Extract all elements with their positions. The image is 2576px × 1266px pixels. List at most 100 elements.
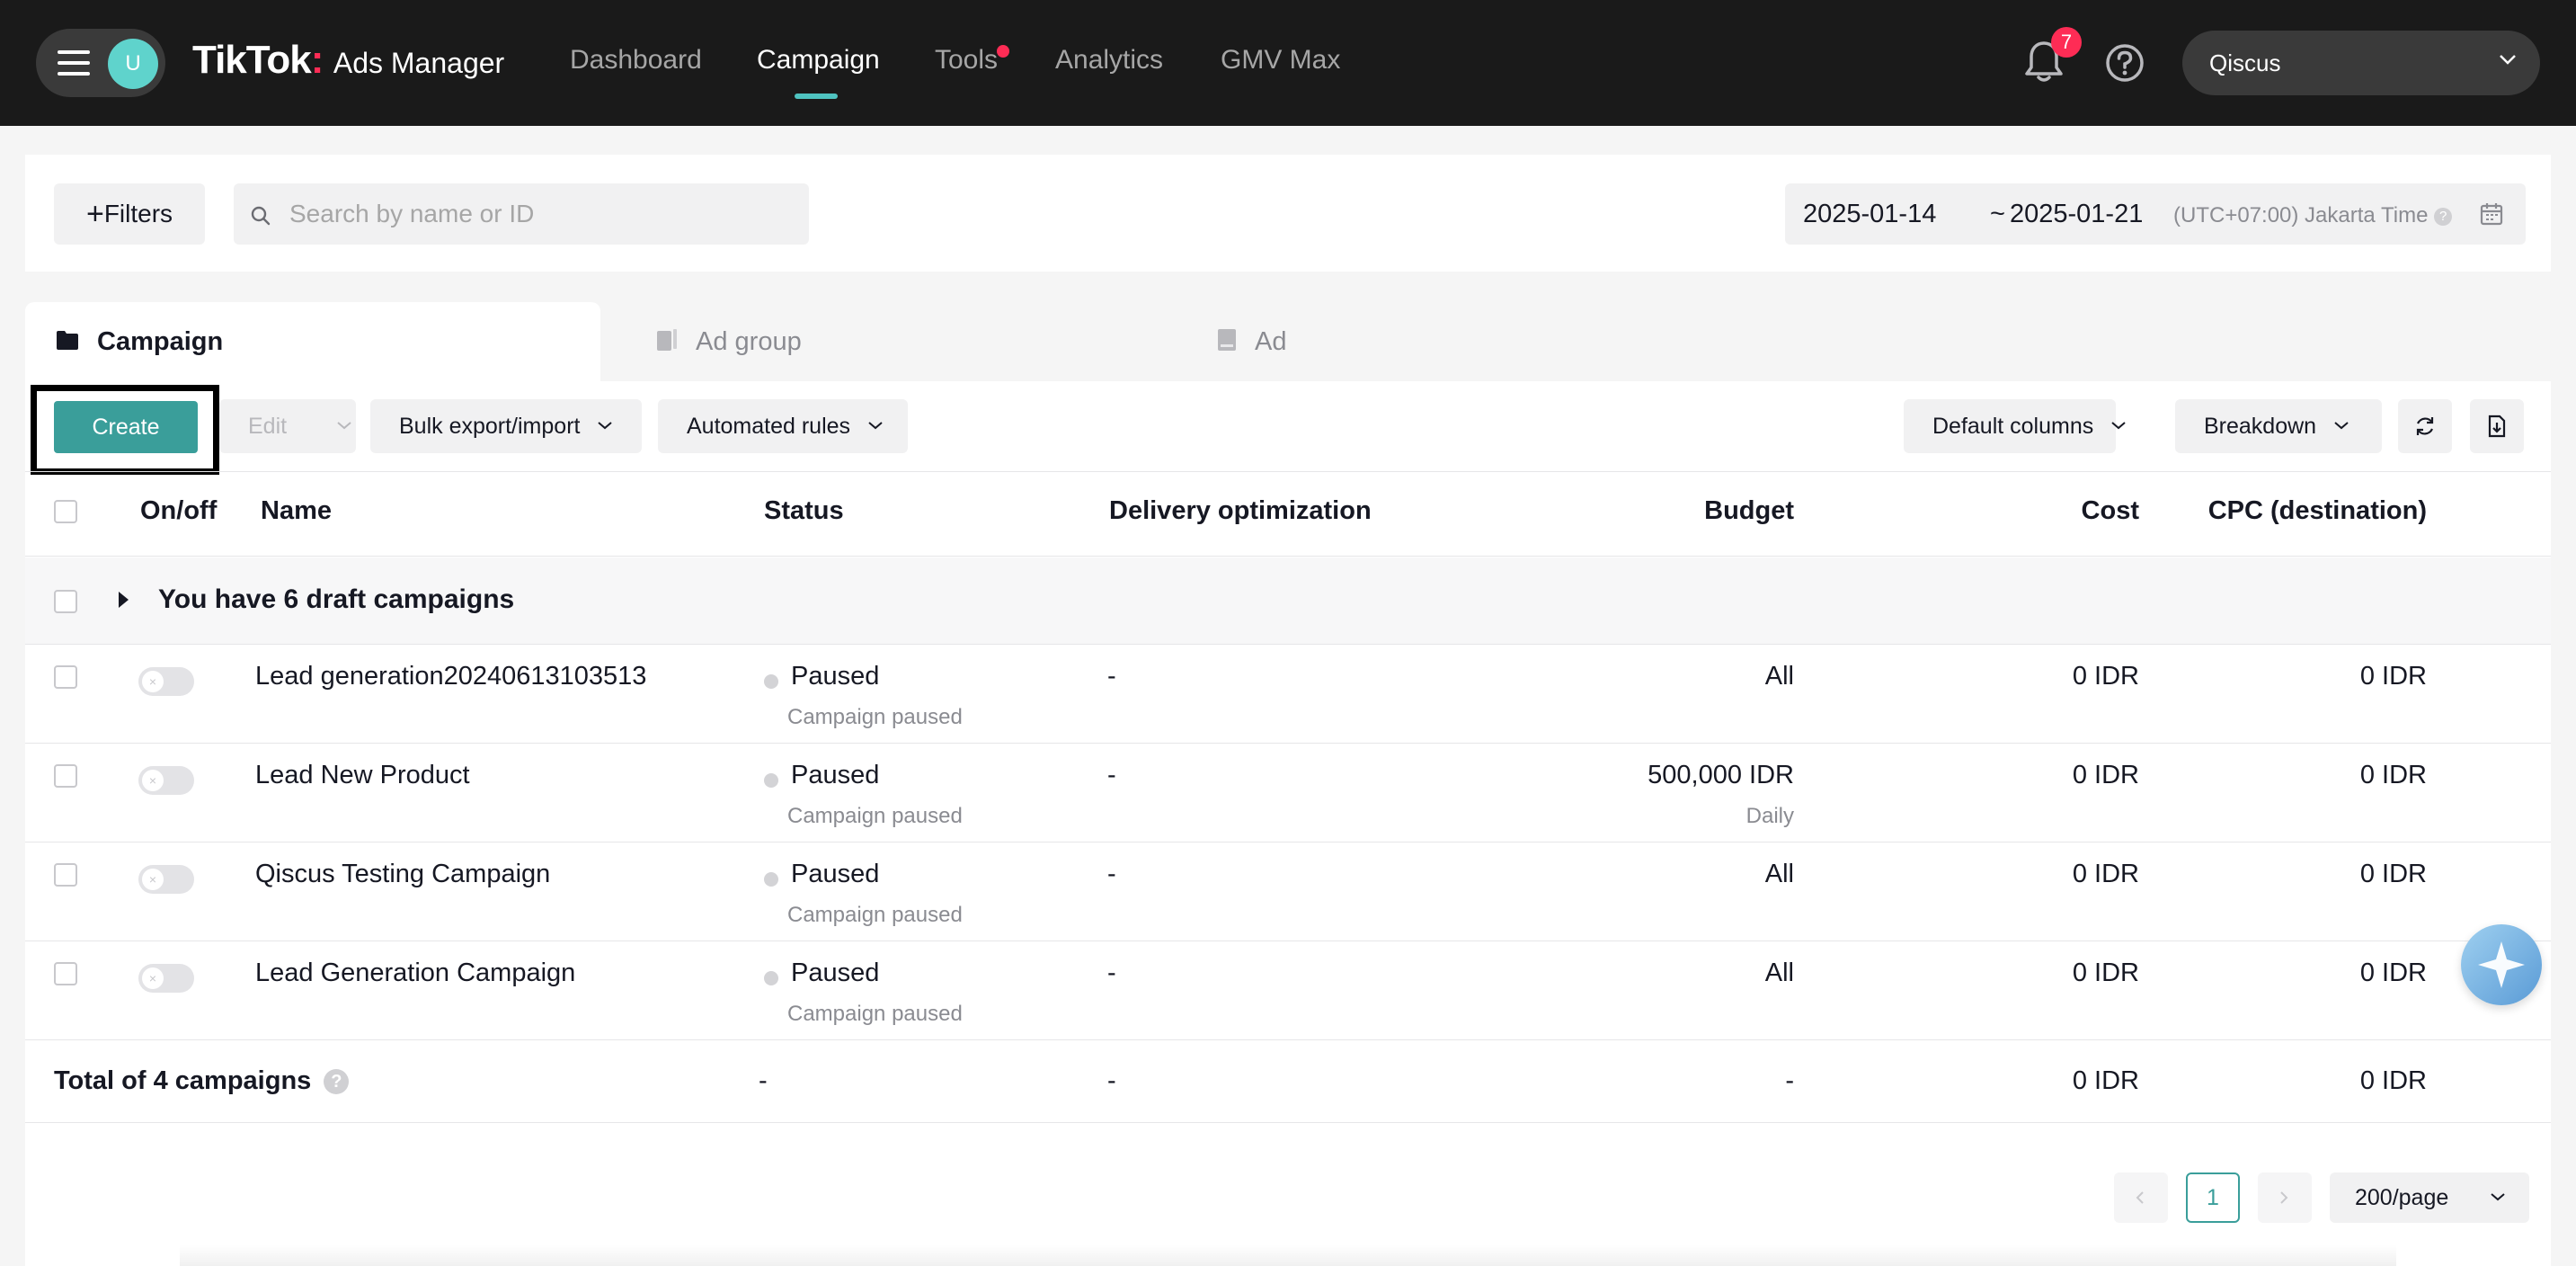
- status-dot-icon: [764, 674, 778, 689]
- edit-dropdown[interactable]: Edit: [219, 399, 356, 453]
- chevron-down-icon: [2500, 55, 2516, 65]
- cost-value: 0 IDR: [2072, 958, 2139, 987]
- menu-account-pill[interactable]: U: [36, 29, 165, 97]
- date-end[interactable]: 2025-01-21: [2010, 200, 2144, 228]
- nav-dashboard[interactable]: Dashboard: [570, 45, 702, 75]
- account-switcher[interactable]: Qiscus: [2182, 31, 2540, 95]
- row-checkbox[interactable]: [54, 665, 77, 689]
- campaign-name[interactable]: Lead Generation Campaign: [255, 958, 576, 987]
- toggle-off-icon: ×: [142, 671, 164, 692]
- cost-value: 0 IDR: [2072, 860, 2139, 888]
- search-box[interactable]: [234, 183, 809, 245]
- status-dot-icon: [764, 773, 778, 788]
- logo-product: Ads Manager: [333, 47, 505, 79]
- status-detail: Campaign paused: [787, 705, 963, 729]
- delivery-value: -: [1107, 662, 1116, 691]
- refresh-icon: [2416, 417, 2434, 435]
- toggle-off-icon: ×: [142, 770, 164, 791]
- total-cpc: 0 IDR: [2359, 1066, 2427, 1095]
- cpc-value: 0 IDR: [2359, 860, 2427, 888]
- status-dot-icon: [764, 872, 778, 887]
- divider: [25, 556, 2551, 557]
- draft-row-checkbox[interactable]: [54, 590, 77, 613]
- campaign-toggle[interactable]: ×: [138, 865, 194, 894]
- total-status: -: [759, 1066, 768, 1095]
- header-name[interactable]: Name: [261, 496, 332, 525]
- tab-ad-group[interactable]: Ad group: [627, 302, 1185, 381]
- search-input[interactable]: [289, 183, 793, 245]
- plus-icon: +: [85, 197, 104, 231]
- status-text: Paused: [791, 958, 880, 987]
- caret-right-icon[interactable]: [119, 592, 129, 608]
- header-on-off[interactable]: On/off: [140, 496, 218, 525]
- export-button[interactable]: [2470, 399, 2524, 453]
- draft-campaigns-text[interactable]: You have 6 draft campaigns: [158, 584, 515, 614]
- total-cost: 0 IDR: [2072, 1066, 2139, 1095]
- page-size-select[interactable]: 200/page: [2330, 1172, 2529, 1223]
- date-range-picker[interactable]: 2025-01-14 ~ 2025-01-21 (UTC+07:00) Jaka…: [1785, 183, 2526, 245]
- account-name: Qiscus: [2209, 49, 2281, 76]
- nav-gmv-max[interactable]: GMV Max: [1221, 45, 1341, 75]
- divider: [25, 471, 2551, 472]
- status-text: Paused: [791, 662, 880, 691]
- divider: [25, 842, 2551, 843]
- header-status[interactable]: Status: [764, 496, 844, 525]
- nav-analytics[interactable]: Analytics: [1055, 45, 1164, 75]
- default-columns-dropdown[interactable]: Default columns: [1904, 399, 2126, 453]
- bulk-export-import-dropdown[interactable]: Bulk export/import: [370, 399, 642, 453]
- row-checkbox[interactable]: [54, 764, 77, 788]
- status-detail: Campaign paused: [787, 903, 963, 927]
- filters-button[interactable]: +Filters: [54, 183, 205, 245]
- level-tabs: Campaign Ad group Ad: [25, 302, 2551, 381]
- chevron-down-icon: [2334, 422, 2349, 430]
- refresh-button[interactable]: [2398, 399, 2452, 453]
- campaign-toggle[interactable]: ×: [138, 667, 194, 696]
- nav-campaign[interactable]: Campaign: [757, 45, 880, 75]
- tab-campaign[interactable]: Campaign: [25, 302, 600, 381]
- cpc-value: 0 IDR: [2359, 761, 2427, 789]
- ai-assistant-button[interactable]: [2461, 924, 2542, 1005]
- campaign-name[interactable]: Lead New Product: [255, 761, 470, 789]
- date-start[interactable]: 2025-01-14: [1803, 200, 1937, 228]
- calendar-icon[interactable]: [2479, 201, 2504, 227]
- campaign-toggle[interactable]: ×: [138, 964, 194, 993]
- automated-rules-dropdown[interactable]: Automated rules: [658, 399, 908, 453]
- create-button[interactable]: Create: [54, 401, 198, 453]
- draft-campaigns-row[interactable]: You have 6 draft campaigns: [25, 557, 2551, 644]
- status-detail: Campaign paused: [787, 804, 963, 828]
- status-text: Paused: [791, 860, 880, 888]
- header-delivery-optimization[interactable]: Delivery optimization: [1109, 496, 1372, 525]
- top-nav: U TikTok: Ads Manager Dashboard Campaign…: [0, 0, 2576, 126]
- tab-campaign-label: Campaign: [97, 327, 224, 356]
- header-budget[interactable]: Budget: [1704, 496, 1794, 525]
- row-checkbox[interactable]: [54, 962, 77, 985]
- automated-rules-label: Automated rules: [687, 414, 851, 439]
- chevron-down-icon: [2491, 1193, 2505, 1201]
- budget-detail: Daily: [1745, 804, 1794, 828]
- delivery-value: -: [1107, 860, 1116, 888]
- avatar[interactable]: U: [108, 39, 158, 89]
- select-all-checkbox[interactable]: [54, 500, 77, 523]
- campaign-name[interactable]: Qiscus Testing Campaign: [255, 860, 551, 888]
- menu-icon[interactable]: [58, 50, 90, 76]
- total-help-icon[interactable]: ?: [324, 1069, 350, 1095]
- divider: [25, 1122, 2551, 1123]
- campaign-name[interactable]: Lead generation20240613103513: [255, 662, 647, 691]
- table-row: × Lead Generation Campaign Paused Campai…: [25, 942, 2551, 1041]
- tab-ad[interactable]: Ad: [1204, 302, 1744, 381]
- page-number-current[interactable]: 1: [2186, 1172, 2240, 1223]
- budget-value: All: [1764, 662, 1794, 691]
- timezone-help-icon[interactable]: ?: [2434, 207, 2453, 226]
- nav-tools[interactable]: Tools: [935, 45, 999, 75]
- row-checkbox[interactable]: [54, 863, 77, 887]
- prev-page-button[interactable]: [2114, 1172, 2168, 1223]
- header-cpc-destination[interactable]: CPC (destination): [2207, 496, 2427, 525]
- help-icon[interactable]: [2105, 43, 2145, 83]
- campaign-toggle[interactable]: ×: [138, 766, 194, 795]
- table-row: × Lead generation20240613103513 Paused C…: [25, 646, 2551, 744]
- header-cost[interactable]: Cost: [2081, 496, 2139, 525]
- notification-badge: 7: [2051, 27, 2082, 58]
- chevron-right-icon: [2280, 1191, 2288, 1204]
- breakdown-dropdown[interactable]: Breakdown: [2175, 399, 2382, 453]
- next-page-button[interactable]: [2258, 1172, 2312, 1223]
